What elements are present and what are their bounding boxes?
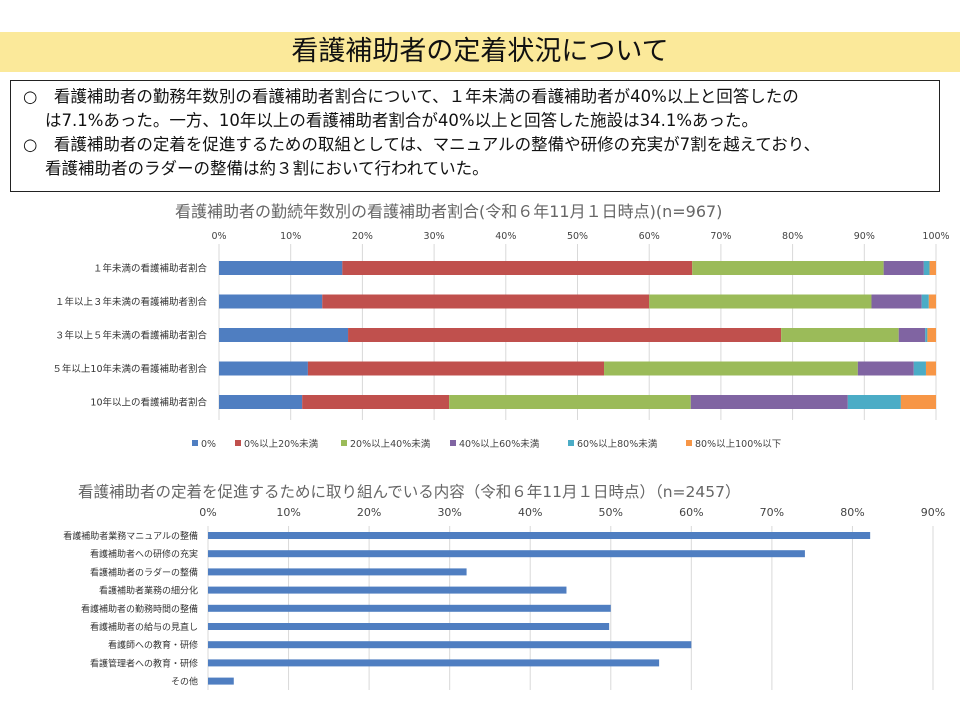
chart1-x-tick-label: 70% [710,231,731,242]
chart1-bar-segment [898,328,926,342]
chart1-bar-segment [927,328,936,342]
chart1-bar-segment [900,395,936,409]
chart2-bar [208,641,692,649]
chart1-bar-segment [449,395,691,409]
chart2-bar [208,532,871,539]
chart1-bar-segment [322,294,650,309]
chart1-bar-segment [847,395,901,409]
chart1-x-tick-label: 20% [352,231,373,242]
retention-measures-bar-chart: 0% 10% 20% 30% 40% 50% 60% 70% 80% 90% 看護補助者業務マニュア… [63,506,945,690]
chart1-x-tick-label: 0% [211,231,226,242]
chart2-category-label: 看護補助者の給与の見直し [90,621,198,633]
chart1-bar-segment [781,328,899,342]
chart1-legend-label: 40%以上60%未満 [459,438,540,450]
chart2-x-tick-label: 0% [199,506,216,519]
summary-box: ○ 看護補助者の勤務年数別の看護補助者割合について、１年未満の看護補助者が40%… [10,80,940,192]
chart2-bar [208,586,567,594]
chart1-bar-segment [649,294,872,309]
chart1-bar-segment [921,294,929,309]
chart2-category-label: 看護補助者の勤務時間の整備 [81,603,198,615]
chart1-legend-swatch [686,440,692,446]
chart1-legend-swatch [341,440,347,446]
chart2-category-label: 看護管理者への教育・研修 [90,657,198,669]
chart2-category-label: 看護補助者への研修の充実 [90,548,198,560]
chart1-category-label: ３年以上５年未満の看護補助者割合 [55,330,208,342]
chart2-bar [208,550,805,558]
chart1-bar-segment [923,261,930,275]
chart1-bar-segment [692,261,884,275]
chart2-category-label: 看護師への教育・研修 [108,639,198,651]
chart1-legend-swatch [192,440,198,446]
slide-title: 看護補助者の定着状況について [291,36,669,67]
chart2-x-tick-label: 50% [599,506,623,519]
chart1-x-tick-label: 80% [782,231,803,242]
chart2-bar [208,659,660,667]
chart1-bar-segment [219,395,303,409]
chart2-category-label: 看護補助者業務の細分化 [99,585,198,597]
chart2-x-tick-label: 70% [760,506,784,519]
summary-line-4: 看護補助者のラダーの整備は約３割において行われていた。 [45,159,489,178]
chart1-x-tick-label: 30% [424,231,445,242]
chart1-bar-segment [219,361,308,376]
chart2-bar [208,604,611,612]
chart2-bar [208,677,234,685]
chart1-legend-swatch [235,440,241,446]
chart1-bar-segment [857,361,914,376]
chart1-x-tick-label: 40% [495,231,516,242]
chart1-category-label: １年以上３年未満の看護補助者割合 [55,296,208,308]
chart2-x-tick-label: 60% [679,506,703,519]
chart1-legend-swatch [568,440,574,446]
chart1-legend-swatch [450,440,456,446]
chart1-bar-segment [925,328,928,342]
chart1-bar-segment [604,361,858,376]
chart1-bar-segment [929,261,936,275]
chart1-bar-segment [913,361,926,376]
chart2-category-label: 看護補助者業務マニュアルの整備 [63,530,198,542]
chart2-category-label: 看護補助者のラダーの整備 [90,566,198,578]
chart1-x-tick-label: 10% [280,231,301,242]
chart1-category-label: ５年以上10年未満の看護補助者割合 [52,363,207,375]
chart1-x-tick-label: 60% [639,231,660,242]
tenure-stacked-bar-chart: 0% 10% 20% 30% 40% 50% 60% 70% 80% 90% 100% １年未満の看護… [52,231,949,450]
chart1-bar-segment [307,361,605,376]
chart1-bar-segment [302,395,450,409]
chart1-bar-segment [925,361,936,376]
title-band [0,32,960,72]
chart1-legend-label: 0% [201,439,216,450]
chart1-x-tick-label: 50% [567,231,588,242]
chart1-legend-label: 60%以上80%未満 [577,438,658,450]
chart2-x-tick-label: 20% [357,506,381,519]
chart2-x-tick-label: 30% [437,506,461,519]
chart1-bar-segment [928,294,936,309]
chart1-bar-segment [342,261,693,275]
chart1-x-tick-label: 90% [854,231,875,242]
chart2-category-label: その他 [171,676,198,688]
chart2-x-tick-label: 40% [518,506,542,519]
chart2-bar [208,623,610,630]
chart1-bar-segment [219,294,323,309]
chart2-bar [208,568,467,576]
chart2-x-tick-label: 10% [276,506,300,519]
chart1-bar-segment [348,328,782,342]
chart1-legend-label: 80%以上100%以下 [695,439,781,450]
chart2-x-tick-label: 90% [921,506,945,519]
chart1-category-label: １年未満の看護補助者割合 [93,263,208,275]
summary-line-3: ○ 看護補助者の定着を促進するための取組としては、マニュアルの整備や研修の充実が… [23,135,821,154]
chart2-title: 看護補助者の定着を促進するために取り組んでいる内容（令和６年11月１日時点）（n… [78,483,741,501]
chart2-x-tick-label: 80% [840,506,864,519]
chart1-bar-segment [219,261,343,275]
chart1-bar-segment [219,328,349,342]
chart1-bar-segment [871,294,922,309]
chart1-x-tick-label: 100% [922,231,949,242]
chart1-bar-segment [690,395,848,409]
chart1-legend-label: 20%以上40%未満 [350,438,431,450]
summary-line-1: ○ 看護補助者の勤務年数別の看護補助者割合について、１年未満の看護補助者が40%… [23,87,799,106]
chart1-legend-label: 0%以上20%未満 [244,438,319,450]
chart1-title: 看護補助者の勤続年数別の看護補助者割合(令和６年11月１日時点)(n=967) [175,202,723,221]
chart1-bar-segment [883,261,924,275]
summary-line-2: は7.1%あった。一方、10年以上の看護補助者割合が40%以上と回答した施設は3… [45,111,759,130]
chart1-category-label: 10年以上の看護補助者割合 [90,397,207,409]
